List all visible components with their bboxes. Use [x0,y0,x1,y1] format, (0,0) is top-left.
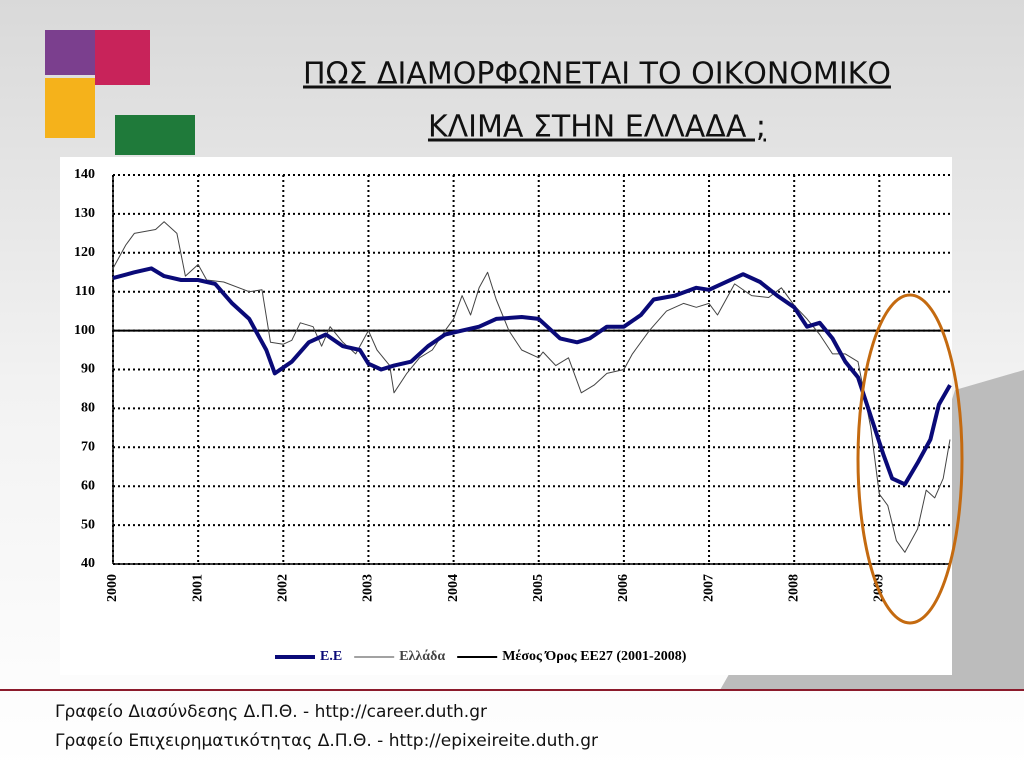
data-line [112,221,951,553]
legend-label: Ελλάδα [399,649,445,664]
x-tick-label: 2008 [786,574,801,602]
puzzle [95,30,150,85]
y-tick-label: 120 [74,245,95,260]
x-tick-label: 2000 [105,574,120,602]
chart: 40 50 60 70 80 90 100 110 120 130 140 2000 2001 2002 2… [74,167,952,664]
x-tick-label: 2003 [361,574,376,602]
x-tick-label: 2006 [616,574,631,602]
y-tick-label: 130 [74,206,95,221]
y-tick-label: 140 [74,167,95,182]
data-line [112,266,952,487]
y-tick-label: 60 [81,478,95,493]
x-tick-label: 2002 [276,574,291,602]
y-tick-label: 50 [81,517,95,532]
legend-label: Ε.Ε [320,649,342,664]
y-tick-label: 80 [81,401,95,416]
puzzle [45,78,95,138]
footer-text: Γραφείο Επιχειρηματικότητας Δ.Π.Θ. - htt… [55,731,598,751]
puzzle [115,115,195,155]
footer-text: Γραφείο Διασύνδεσης Δ.Π.Θ. - http://care… [55,702,487,722]
y-tick-label: 100 [74,323,95,338]
slide-title: ΠΩΣ ΔΙΑΜΟΡΦΩΝΕΤΑΙ ΤΟ ΟΙΚΟΝΟΜΙΚΟ [303,57,891,92]
y-tick-label: 90 [81,362,95,377]
highlight-ellipse [856,293,964,625]
puzzle [45,30,95,75]
y-tick-label: 70 [81,440,95,455]
x-tick-label: 2005 [531,574,546,602]
legend-label: Μέσος Όρος ΕΕ27 (2001-2008) [502,649,687,664]
x-tick-label: 2001 [190,574,205,602]
y-tick-label: 110 [75,284,95,299]
y-tick-label: 40 [81,556,95,571]
slide-title: ΚΛΙΜΑ ΣΤΗΝ ΕΛΛΑΔΑ ; [428,110,766,145]
x-tick-label: 2004 [446,574,461,602]
chart-panel [60,157,952,675]
x-tick-label: 2007 [701,574,716,602]
